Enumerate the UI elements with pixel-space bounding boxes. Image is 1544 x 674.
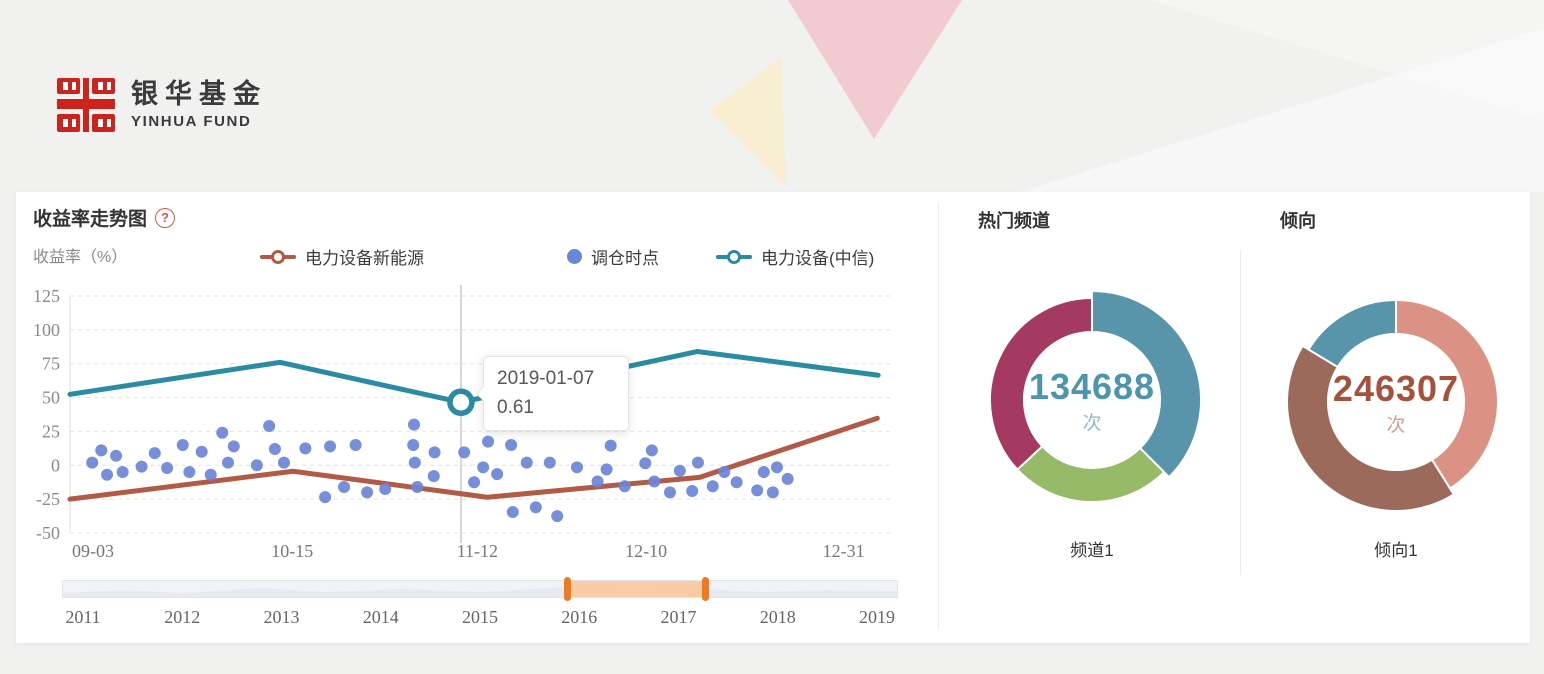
segment-salmon (1395, 298, 1499, 490)
svg-text:11-12: 11-12 (457, 541, 498, 561)
tooltip-value: 0.61 (497, 396, 534, 418)
chart-legend: 电力设备新能源 调仓时点 电力设备(中信) (16, 237, 954, 269)
svg-text:100: 100 (33, 320, 60, 340)
slider-year-labels: 2011 2012 2013 2014 2015 2016 2017 2018 2019 (62, 607, 898, 629)
svg-text:09-03: 09-03 (72, 541, 114, 561)
yinhua-logo-emblem (57, 78, 115, 132)
slider-silhouette (63, 587, 897, 597)
vertical-divider (1240, 250, 1241, 575)
hot-channels-title: 热门频道 (978, 211, 1050, 231)
tendency-donut-chart[interactable] (1281, 287, 1511, 517)
legend-item-index[interactable]: 电力设备(中信) (716, 244, 874, 269)
slider-year-2013: 2013 (263, 607, 300, 627)
help-icon[interactable]: ? (155, 207, 176, 228)
dot-marker-icon (567, 249, 582, 264)
slider-year-2015: 2015 (462, 607, 498, 627)
tendency-label: 倾向1 (1374, 541, 1418, 560)
line-marker-icon (716, 249, 752, 264)
segment-maroon (989, 296, 1093, 471)
chart-header: 收益率走势图 ? (33, 204, 176, 231)
dashboard-card: 收益率走势图 ? 收益率（%） 电力设备新能源 调仓时点 电力设备(中信) 12… (16, 192, 1530, 643)
slider-year-2012: 2012 (164, 607, 201, 627)
hot-channels-donut-chart[interactable] (977, 285, 1207, 515)
logo-en-text: YINHUA FUND (131, 112, 252, 130)
segment-teal (1307, 298, 1397, 369)
slider-year-2017: 2017 (660, 607, 697, 627)
legend-item-rebalance[interactable]: 调仓时点 (567, 244, 659, 269)
svg-text:125: 125 (33, 286, 60, 306)
segment-brown (1286, 344, 1456, 512)
svg-text:50: 50 (42, 388, 60, 408)
svg-text:-25: -25 (36, 489, 60, 509)
svg-text:12-10: 12-10 (625, 541, 667, 561)
trend-chart-canvas[interactable]: 125 100 75 50 25 0 -25 -50 09-03 10-15 11-12 12-10 1… (16, 277, 954, 577)
cream-triangle (710, 57, 786, 186)
hot-channels-label: 频道1 (1070, 541, 1114, 560)
legend-label: 调仓时点 (591, 249, 659, 268)
legend-item-fund[interactable]: 电力设备新能源 (260, 244, 424, 269)
slider-year-2016: 2016 (561, 607, 598, 627)
legend-label: 电力设备(中信) (761, 249, 875, 268)
legend-label: 电力设备新能源 (305, 249, 424, 268)
chart-tooltip: 2019-01-07 0.61 (475, 356, 629, 431)
white-band-1 (1020, 28, 1544, 192)
tooltip-date: 2019-01-07 (497, 368, 595, 389)
svg-text:-50: -50 (36, 523, 60, 543)
y-axis-unit-label: 收益率（%） (33, 249, 128, 266)
time-range-slider-track[interactable] (62, 577, 898, 601)
line-marker-icon (260, 249, 296, 264)
slider-handle-left[interactable] (564, 577, 572, 601)
tendency-title: 倾向 (1280, 211, 1316, 231)
white-band-2 (1150, 0, 1544, 120)
svg-text:25: 25 (42, 421, 60, 441)
slider-year-2014: 2014 (362, 607, 399, 627)
slider-handle-right[interactable] (701, 577, 709, 601)
vertical-divider (938, 202, 939, 630)
chart-title: 收益率走势图 (33, 209, 148, 230)
slider-year-2011: 2011 (65, 607, 101, 627)
pink-triangle (788, 0, 962, 139)
svg-text:12-31: 12-31 (823, 541, 865, 561)
slider-year-2019: 2019 (859, 607, 895, 627)
segment-green (1015, 444, 1166, 503)
segment-teal (1091, 289, 1202, 479)
svg-text:10-15: 10-15 (271, 541, 313, 561)
svg-text:0: 0 (51, 455, 60, 475)
yinhua-fund-logo: 银华基金 YINHUA FUND (55, 76, 267, 134)
svg-text:75: 75 (42, 354, 60, 374)
logo-cn-text: 银华基金 (131, 79, 267, 110)
slider-selected-range[interactable] (567, 581, 706, 597)
slider-year-2018: 2018 (759, 607, 796, 627)
